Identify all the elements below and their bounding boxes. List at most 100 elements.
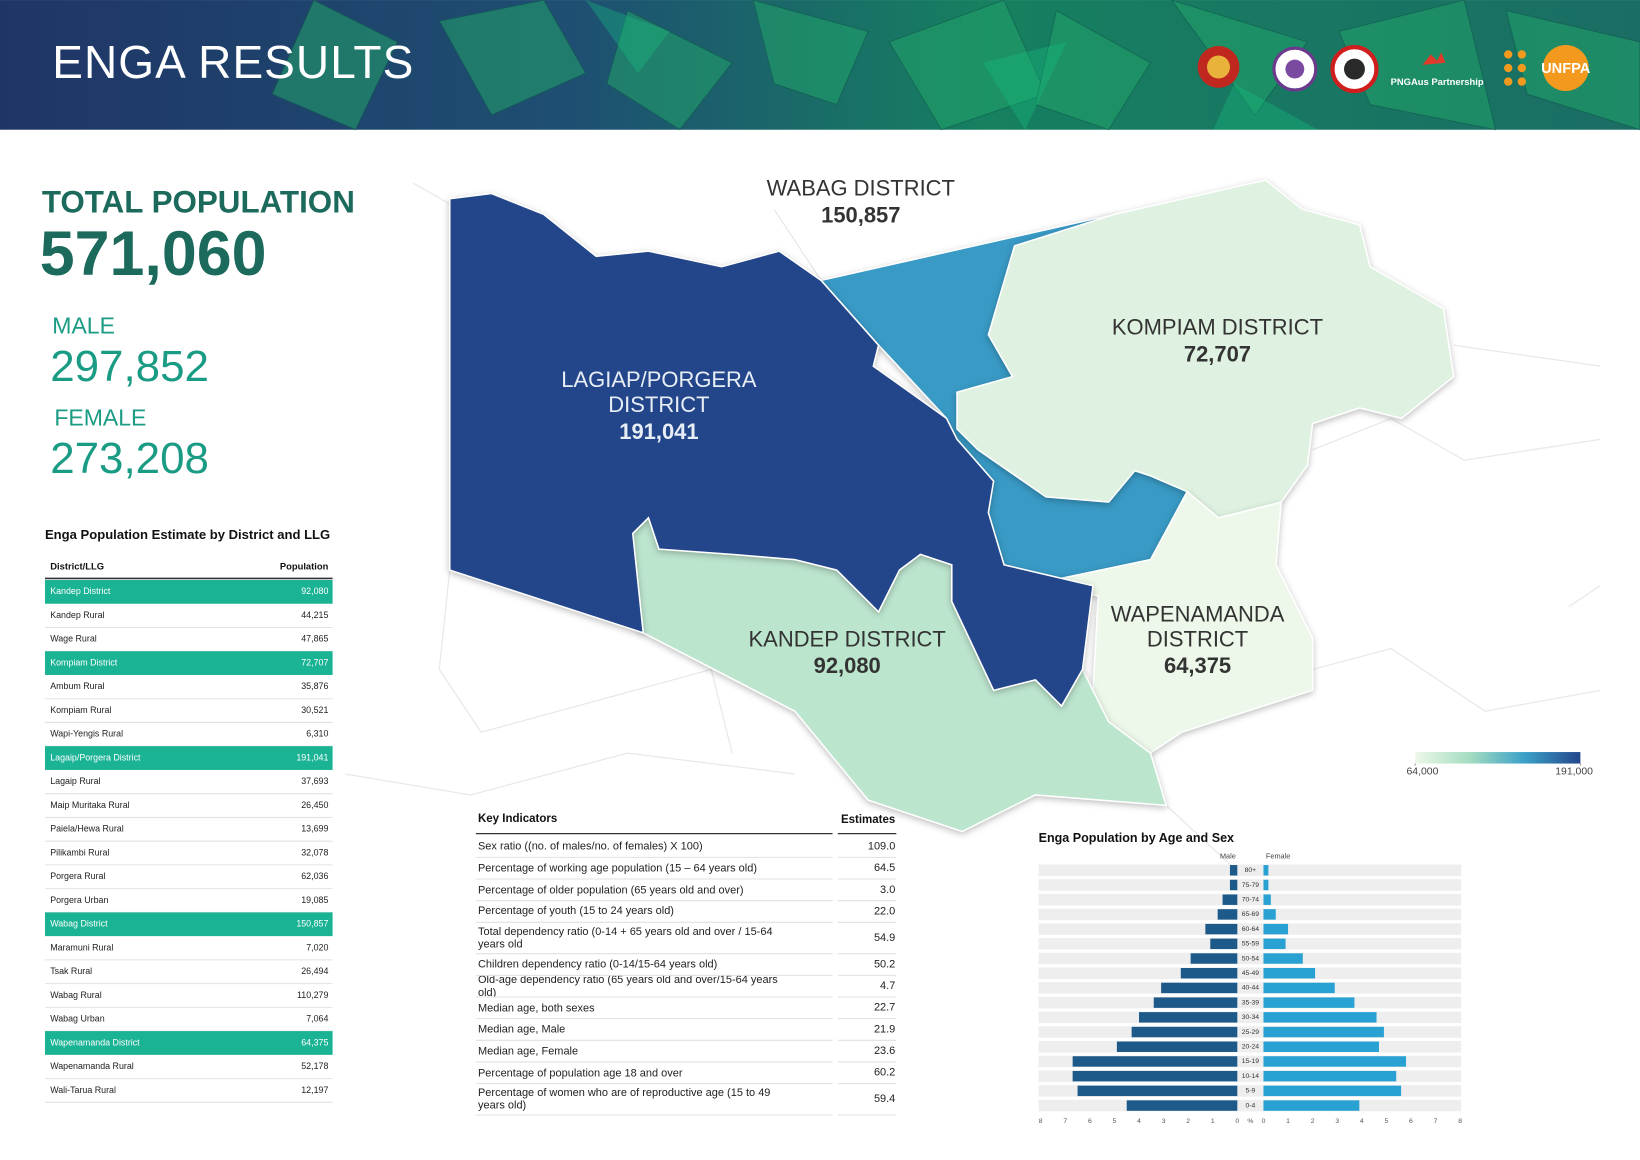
page-title: ENGA RESULTS <box>52 36 414 88</box>
x-tick-label: 4 <box>1360 1118 1364 1125</box>
legend-label: 64,000 <box>1406 767 1438 778</box>
indicator-label-box: Total dependency ratio (0-14 + 65 years … <box>478 925 773 950</box>
district-value: 92,080 <box>814 653 881 678</box>
row-population: 52,178 <box>301 1061 328 1071</box>
total-label: TOTAL POPULATION <box>42 184 355 219</box>
indicator-value: 22.0 <box>874 905 895 917</box>
category-label: 40-44 <box>1242 985 1260 992</box>
x-tick-label: 7 <box>1434 1118 1438 1125</box>
district-name: KOMPIAM DISTRICT <box>1111 315 1324 340</box>
indicator-value: 23.6 <box>874 1045 895 1057</box>
row-name: Tsak Rural <box>50 966 92 976</box>
indicator-label-box: Percentage of youth (15 to 24 years old) <box>477 905 674 918</box>
row-name: Porgera Rural <box>50 871 105 881</box>
column-header: Estimates <box>841 814 895 826</box>
grid-band <box>1038 1070 1462 1082</box>
bar <box>1139 1012 1238 1023</box>
legend-entry: Male <box>1220 852 1236 861</box>
x-tick-label: 8 <box>1458 1118 1462 1125</box>
bar <box>1263 1070 1397 1082</box>
male-label: MALE <box>52 312 115 338</box>
x-tick-label: 3 <box>1335 1118 1339 1125</box>
district-name: WAPENAMANDA DISTRICT <box>1110 602 1285 652</box>
bar <box>1229 865 1238 876</box>
x-tick-label: 7 <box>1063 1118 1067 1125</box>
x-tick-label: 5 <box>1113 1118 1117 1125</box>
bar <box>1210 938 1238 950</box>
row-name: Wabag Urban <box>50 1014 104 1024</box>
row-population: 19,085 <box>301 895 328 905</box>
category-label: 65-69 <box>1242 911 1260 918</box>
x-tick-label: 2 <box>1311 1118 1315 1125</box>
indicator-label: Percentage of youth (15 to 24 years old) <box>477 905 674 918</box>
indicator-label-box: Percentage of population age 18 and over <box>478 1067 683 1079</box>
category-label: 5-9 <box>1245 1088 1255 1095</box>
category-label: 75-79 <box>1242 882 1260 889</box>
bar <box>1153 997 1238 1008</box>
x-tick-label: 5 <box>1384 1118 1388 1125</box>
indicators-table: Key Indicators Estimates Sex ratio ((no. o… <box>475 813 897 1116</box>
x-tick-label: 6 <box>1409 1118 1413 1125</box>
column-header: Key Indicators <box>478 813 557 825</box>
row-population: 32,078 <box>301 847 328 857</box>
x-unit-label: % <box>1247 1118 1253 1125</box>
bar <box>1205 923 1238 935</box>
bar <box>1263 1100 1360 1111</box>
indicator-label-box: Children dependency ratio (0-14/15-64 ye… <box>478 958 717 970</box>
x-tick-label: 1 <box>1211 1118 1215 1125</box>
bar <box>1263 1085 1402 1097</box>
row-name: Lagaip/Porgera District <box>50 752 141 762</box>
row-population: 6,310 <box>306 729 328 739</box>
bar <box>1263 982 1335 994</box>
bar <box>1263 909 1276 920</box>
category-label: 0-4 <box>1245 1102 1255 1109</box>
row-population: 72,707 <box>301 657 328 667</box>
female-value: 273,208 <box>50 434 209 483</box>
row-name: Wabag District <box>50 919 108 929</box>
grid-band <box>1038 996 1462 1009</box>
indicator-label-box: Percentage of working age population (15… <box>478 862 757 874</box>
grid-band <box>1038 923 1462 935</box>
row-population: 12,197 <box>301 1085 328 1095</box>
grid-band <box>1038 952 1462 965</box>
indicator-label: Median age, Female <box>477 1044 579 1058</box>
district-row-band <box>44 580 333 604</box>
row-name: Kompiam Rural <box>50 705 111 715</box>
bar <box>1229 879 1238 891</box>
x-tick-label: 4 <box>1137 1118 1141 1125</box>
grid-band <box>1038 982 1462 994</box>
row-name: Kompiam District <box>50 657 118 667</box>
district-name-box: WABAG DISTRICT <box>767 177 955 201</box>
age-sex-pyramid: Enga Population by Age and Sex Male Female… <box>1038 831 1462 1125</box>
district-row-band <box>44 651 333 675</box>
grid-band <box>1038 1099 1462 1112</box>
grid-band <box>1038 967 1462 979</box>
row-name: Ambum Rural <box>50 681 104 691</box>
indicator-value: 64.5 <box>874 862 895 874</box>
row-name: Kandep Rural <box>50 610 104 620</box>
row-population: 150,857 <box>296 919 328 929</box>
indicator-label-box: Median age, Male <box>478 1023 565 1035</box>
indicator-value: 21.9 <box>874 1023 895 1035</box>
indicator-value: 54.9 <box>874 932 895 944</box>
indicator-label-box: Sex ratio ((no. of males/no. of females)… <box>478 840 703 852</box>
category-label: 45-49 <box>1242 970 1260 977</box>
category-label: 25-29 <box>1242 1029 1260 1036</box>
indicator-label: Percentage of women who are of reproduct… <box>477 1086 771 1112</box>
grid-band <box>1038 938 1462 950</box>
legend-entry: Female <box>1266 852 1290 861</box>
indicator-label-box: Percentage of women who are of reproduct… <box>477 1086 771 1112</box>
grid-band <box>1038 1026 1462 1038</box>
bar <box>1116 1041 1238 1052</box>
category-label: 20-24 <box>1242 1044 1260 1051</box>
category-label: 60-64 <box>1242 926 1260 933</box>
bar <box>1180 967 1238 979</box>
legend-bar <box>1415 752 1581 764</box>
district-region <box>448 192 1094 708</box>
row-name: Wapenamanda Rural <box>50 1061 134 1071</box>
bar <box>1072 1070 1238 1082</box>
row-population: 64,375 <box>301 1037 328 1047</box>
logo-text: UNFPA <box>1541 61 1591 77</box>
